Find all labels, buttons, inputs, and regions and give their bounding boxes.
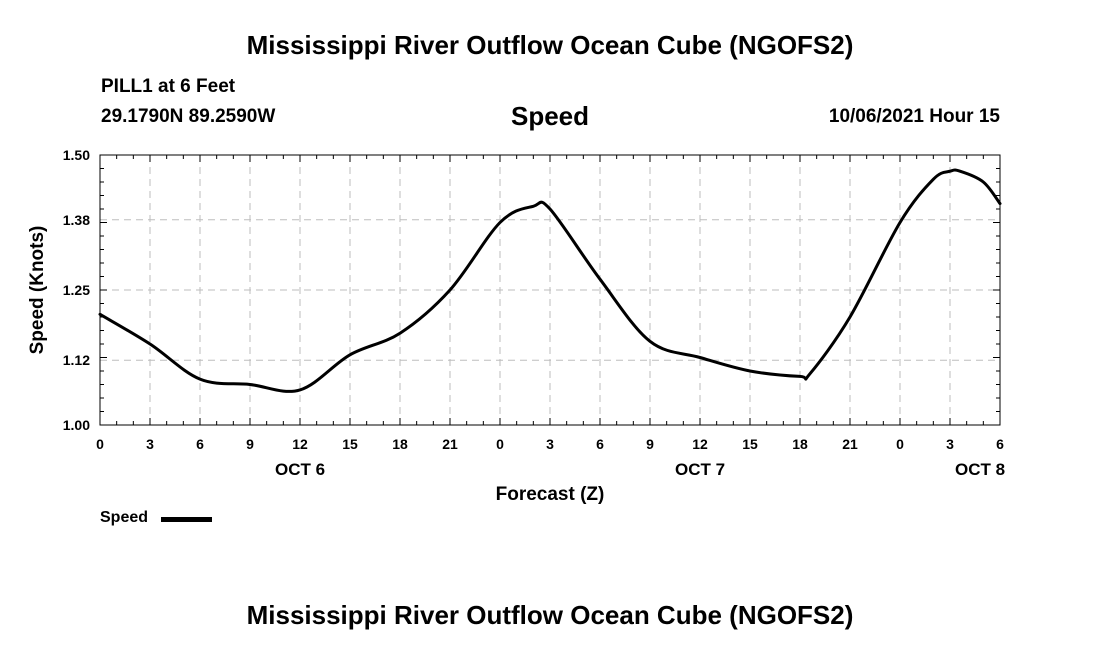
y-tick-label: 1.12 <box>63 352 90 368</box>
x-tick-label: 15 <box>342 436 358 452</box>
x-tick-label: 0 <box>896 436 904 452</box>
x-date-label: OCT 7 <box>675 460 725 479</box>
x-tick-label: 21 <box>442 436 458 452</box>
chart-title: Mississippi River Outflow Ocean Cube (NG… <box>246 30 854 60</box>
axis-ticks: 0 3 6 9 12 15 18 21 0 3 6 9 12 15 18 21 0 3 6 OCT 6 OCT 7 OCT… <box>63 147 1005 479</box>
y-tick-label: 1.38 <box>63 212 90 228</box>
x-tick-label: 12 <box>292 436 308 452</box>
x-tick-label: 9 <box>246 436 254 452</box>
x-tick-label: 0 <box>96 436 104 452</box>
x-tick-label: 6 <box>596 436 604 452</box>
coordinates-label: 29.1790N 89.2590W <box>101 106 276 127</box>
legend-line-swatch <box>161 517 212 522</box>
x-tick-label: 3 <box>946 436 954 452</box>
station-label: PILL1 at 6 Feet <box>101 76 236 97</box>
x-tick-label: 9 <box>646 436 654 452</box>
x-tick-label: 0 <box>496 436 504 452</box>
x-tick-label: 15 <box>742 436 758 452</box>
forecast-timestamp: 10/06/2021 Hour 15 <box>828 106 1000 127</box>
x-tick-label: 3 <box>546 436 554 452</box>
x-tick-label: 18 <box>392 436 408 452</box>
series-line-speed <box>98 168 1002 393</box>
x-tick-label: 3 <box>146 436 154 452</box>
y-axis-label: Speed (Knots) <box>27 226 48 355</box>
x-tick-label: 12 <box>692 436 708 452</box>
x-tick-label: 18 <box>792 436 808 452</box>
x-date-label: OCT 8 <box>955 460 1005 479</box>
y-tick-label: 1.50 <box>63 147 90 163</box>
series-layer <box>98 168 1002 393</box>
x-date-label: OCT 6 <box>275 460 325 479</box>
variable-title: Speed <box>510 101 590 131</box>
x-tick-label: 21 <box>842 436 858 452</box>
legend-label: Speed <box>100 509 149 526</box>
x-tick-label: 6 <box>196 436 204 452</box>
x-tick-label: 6 <box>996 436 1004 452</box>
y-tick-label: 1.00 <box>63 417 90 433</box>
footer-title: Mississippi River Outflow Ocean Cube (NG… <box>246 600 854 630</box>
y-tick-label: 1.25 <box>63 282 90 298</box>
x-axis-label: Forecast (Z) <box>496 484 605 505</box>
